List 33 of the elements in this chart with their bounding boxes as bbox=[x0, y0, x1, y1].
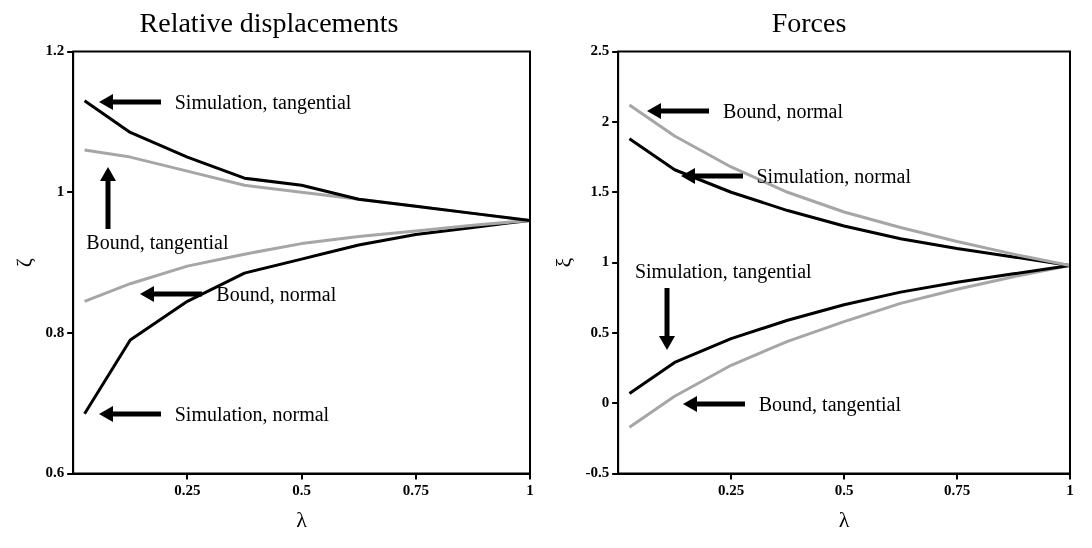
x-tick-label: 0.5 bbox=[292, 482, 311, 499]
x-tick-label: 0.25 bbox=[717, 482, 745, 499]
x-tick-label: 0.25 bbox=[174, 482, 201, 499]
y-axis-title: ζ bbox=[10, 258, 36, 268]
y-tick-label: 1.5 bbox=[590, 183, 610, 200]
x-tick-label: 0.75 bbox=[943, 482, 971, 499]
annotation: Bound, tangential bbox=[758, 393, 901, 416]
annotation: Bound, tangential bbox=[86, 231, 229, 254]
y-tick-label: 2.5 bbox=[590, 42, 610, 59]
x-tick-label: 1 bbox=[526, 482, 534, 499]
annotation: Bound, normal bbox=[723, 100, 844, 123]
annotation: Simulation, normal bbox=[174, 402, 330, 425]
y-tick-label: 0.6 bbox=[45, 464, 65, 481]
annotation: Bound, normal bbox=[216, 282, 337, 305]
y-tick-label: 0.8 bbox=[45, 323, 65, 340]
annotation: Simulation, tangential bbox=[634, 260, 812, 283]
x-tick-label: 0.75 bbox=[402, 482, 429, 499]
x-axis-title: λ bbox=[296, 506, 308, 532]
chart-title: Forces bbox=[771, 7, 847, 39]
y-tick-label: 0 bbox=[601, 394, 610, 411]
y-tick-label: -0.5 bbox=[585, 464, 610, 481]
x-tick-label: 0.5 bbox=[834, 482, 854, 499]
chart-title: Relative displacements bbox=[139, 7, 399, 39]
y-tick-label: 2 bbox=[601, 112, 610, 129]
annotation: Simulation, tangential bbox=[174, 91, 352, 114]
y-tick-label: 1.2 bbox=[45, 42, 65, 59]
y-tick-label: 1 bbox=[601, 253, 610, 270]
y-axis-title: ξ bbox=[550, 257, 576, 268]
y-tick-label: 1 bbox=[56, 183, 65, 200]
y-tick-label: 0.5 bbox=[590, 323, 610, 340]
x-axis-title: λ bbox=[838, 506, 850, 532]
x-tick-label: 1 bbox=[1066, 482, 1074, 499]
annotation: Simulation, normal bbox=[756, 164, 911, 187]
